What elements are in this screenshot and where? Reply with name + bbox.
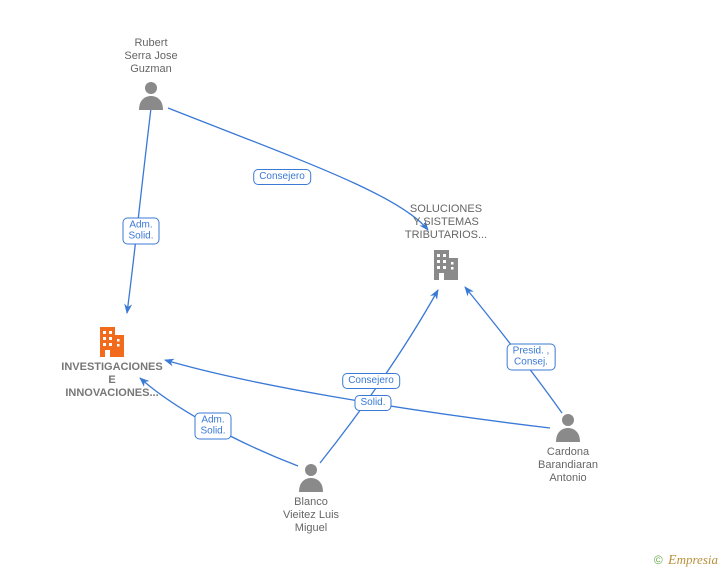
node-label: Blanco Vieitez Luis Miguel xyxy=(251,496,371,535)
node-label: Cardona Barandiaran Antonio xyxy=(508,446,628,485)
diagram-canvas: Rubert Serra Jose Guzman SOLUCIONES Y SI… xyxy=(0,0,728,575)
node-label: INVESTIGACIONES E INNOVACIONES... xyxy=(52,361,172,400)
edge-label-rubert-soluciones: Consejero xyxy=(253,169,311,185)
edge-label-rubert-investigaciones: Adm. Solid. xyxy=(122,218,159,245)
edge-label-blanco-soluciones: Consejero xyxy=(342,373,400,389)
edge-label-blanco-investigaciones: Adm. Solid. xyxy=(194,413,231,440)
node-cardona[interactable]: Cardona Barandiaran Antonio xyxy=(508,412,628,485)
node-blanco[interactable]: Blanco Vieitez Luis Miguel xyxy=(251,462,371,535)
person-icon xyxy=(91,80,211,110)
person-icon xyxy=(251,462,371,492)
building-icon xyxy=(386,246,506,280)
building-icon xyxy=(52,323,172,357)
node-investigaciones[interactable]: INVESTIGACIONES E INNOVACIONES... xyxy=(52,323,172,400)
node-label: Rubert Serra Jose Guzman xyxy=(91,37,211,76)
copyright-symbol: © xyxy=(654,553,663,567)
edge-rubert-to-investigaciones xyxy=(127,108,151,313)
node-soluciones[interactable]: SOLUCIONES Y SISTEMAS TRIBUTARIOS... xyxy=(386,203,506,280)
person-icon xyxy=(508,412,628,442)
edge-label-cardona-soluciones: Presid. , Consej. xyxy=(507,344,556,371)
brand-name: empresia xyxy=(668,552,718,567)
node-rubert[interactable]: Rubert Serra Jose Guzman xyxy=(91,37,211,110)
edge-label-cardona-investigaciones: Solid. xyxy=(354,395,391,411)
footer: © empresia xyxy=(654,552,718,569)
node-label: SOLUCIONES Y SISTEMAS TRIBUTARIOS... xyxy=(386,203,506,242)
